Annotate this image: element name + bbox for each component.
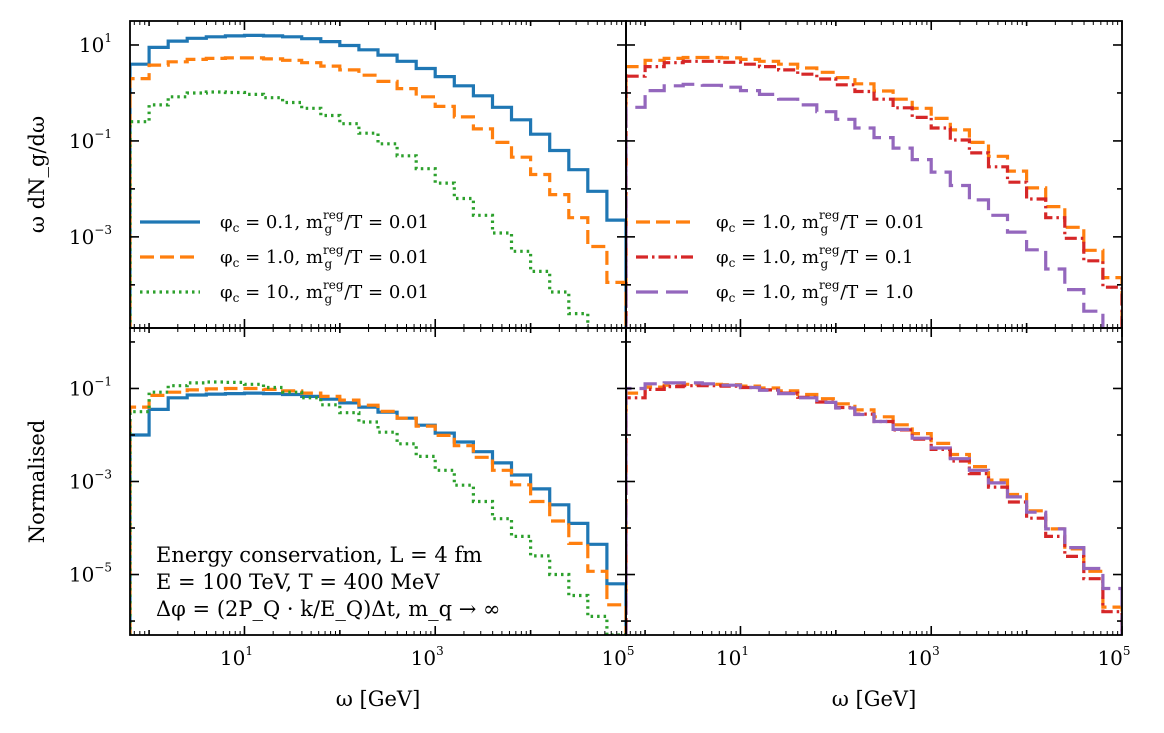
y-tick-label: 101 [79, 31, 112, 57]
series-top-right-0 [626, 55, 1122, 328]
y-tick-label: 10−1 [69, 127, 112, 153]
series-top-left-0 [130, 33, 626, 328]
annotation-line-1: E = 100 TeV, T = 400 MeV [156, 570, 440, 594]
x-axis-label: ω [GeV] [336, 687, 421, 711]
legend-layer: φc = 0.1, mreg g/T = 0.01 φc = 1.0, mreg g /… [140, 208, 925, 306]
annotation-line-2: Δφ = (2P_Q · k/E_Q)Δt, m_q → ∞ [156, 597, 501, 621]
y-axis-label: Normalised [25, 420, 49, 544]
y-tick-label: 10−3 [69, 468, 112, 494]
y-tick-label: 10−5 [69, 561, 112, 587]
series-top-left-1 [130, 56, 626, 328]
y-tick-label: 10−1 [69, 374, 112, 400]
legend-entry-top-right-0: φc = 1.0, mreg g/T = 0.01 [636, 208, 925, 236]
panel-bottom-left [130, 380, 626, 635]
x-tick-label: 105 [1097, 644, 1130, 670]
series-top-left-2 [130, 90, 590, 328]
x-tick-label: 103 [907, 644, 940, 670]
frame-1-1 [625, 327, 1123, 636]
series-top-right-1 [626, 59, 1122, 328]
x-tick-label: 105 [601, 644, 634, 670]
x-axis-label: ω [GeV] [832, 687, 917, 711]
legend-entry-top-left-1: φc = 1.0, mreg g/T = 0.01 [140, 243, 429, 271]
legend-entry-top-right-2: φc = 1.0, mreg g/T = 1.0 [636, 278, 913, 306]
x-tick-label: 103 [411, 644, 444, 670]
series-layer [130, 33, 1122, 635]
y-axis-label: ω dN_g/dω [25, 116, 49, 233]
series-bottom-left-2 [130, 380, 626, 635]
tick-layer [130, 21, 1123, 635]
x-tick-label: 101 [220, 644, 253, 670]
series-bottom-left-1 [130, 386, 626, 635]
annotation-line-0: Energy conservation, L = 4 fm [156, 543, 482, 567]
x-tick-label: 101 [716, 644, 749, 670]
series-top-right-2 [626, 82, 1105, 328]
panel-top-left [130, 33, 626, 328]
label-layer: 101 103 105 101 103 105 101 10−1 10−3 10−1 10−3 10−… [25, 31, 1131, 711]
panel-top-right [626, 55, 1122, 328]
y-tick-label: 10−3 [69, 223, 112, 249]
legend-entry-top-right-1: φc = 1.0, mreg g/T = 0.1 [636, 243, 913, 271]
panel-bottom-right [626, 381, 1122, 635]
series-bottom-right-2 [626, 381, 1122, 635]
legend-entry-top-left-2: φc = 10., mreg g/T = 0.01 [140, 278, 429, 306]
series-bottom-left-0 [130, 391, 626, 635]
legend-entry-top-left-0: φc = 0.1, mreg g/T = 0.01 [140, 208, 429, 236]
